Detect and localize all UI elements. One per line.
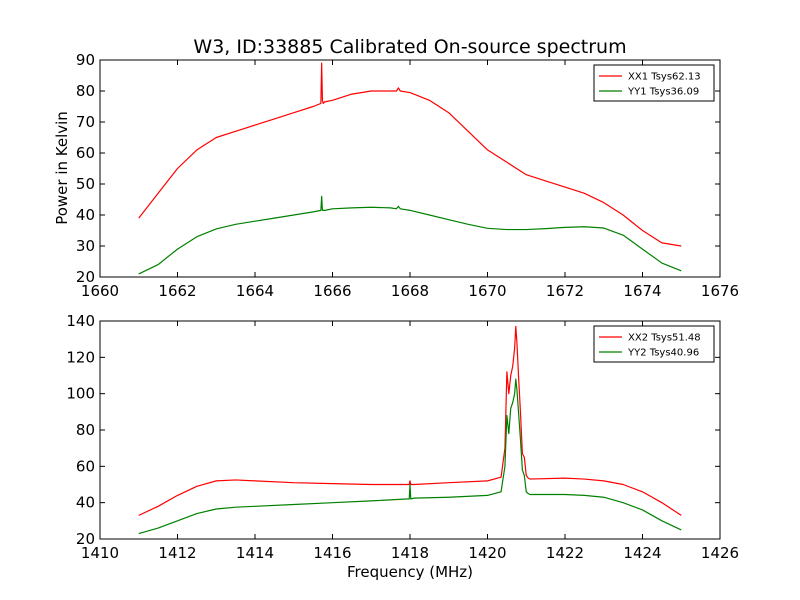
x-tick-label: 1660 — [81, 282, 119, 300]
x-tick-label: 1422 — [546, 544, 584, 562]
x-tick-label: 1664 — [236, 282, 274, 300]
x-tick-label: 1416 — [313, 544, 351, 562]
plot-panel-2: 1410 1412 1414 1416 1418 1420 1422 1424 1426 20 40… — [66, 312, 739, 562]
y-axis-label: Power in Kelvin — [53, 111, 71, 225]
y-tick-label: 120 — [66, 348, 95, 366]
chart-title: W3, ID:33885 Calibrated On-source spectr… — [193, 36, 626, 58]
y-tick-label: 20 — [76, 268, 95, 286]
legend-box — [593, 325, 715, 363]
legend: XX2 Tsys51.48 YY2 Tsys40.96 — [593, 325, 715, 363]
y-tick-label: 20 — [76, 530, 95, 548]
y-tick-label: 60 — [76, 144, 95, 162]
x-tick-label: 1414 — [236, 544, 274, 562]
x-tick-label: 1674 — [623, 282, 661, 300]
plot-panel-1: 1660 1662 1664 1666 1668 1670 1672 1674 1676 20 30… — [76, 51, 739, 300]
legend-entry: YY2 Tsys40.96 — [627, 348, 699, 359]
legend-entry: YY1 Tsys36.09 — [627, 87, 699, 98]
legend-box — [593, 64, 715, 102]
legend-entry: XX2 Tsys51.48 — [628, 333, 701, 344]
x-tick-label: 1668 — [391, 282, 429, 300]
x-tick-label: 1426 — [701, 544, 739, 562]
y-tick-label: 100 — [66, 385, 95, 403]
x-tick-label: 1670 — [468, 282, 506, 300]
legend: XX1 Tsys62.13 YY1 Tsys36.09 — [593, 64, 715, 102]
y-tick-label: 140 — [66, 312, 95, 330]
y-tick-label: 40 — [76, 206, 95, 224]
legend-entry: XX1 Tsys62.13 — [628, 72, 701, 83]
y-tick-label: 80 — [76, 421, 95, 439]
x-tick-label: 1410 — [81, 544, 119, 562]
y-tick-label: 50 — [76, 175, 95, 193]
x-tick-label: 1424 — [623, 544, 661, 562]
series-line-yy1 — [138, 195, 682, 275]
x-tick-label: 1420 — [468, 544, 506, 562]
series-line-xx2 — [138, 325, 682, 516]
series-line-yy2 — [138, 378, 682, 535]
y-tick-label: 70 — [76, 113, 95, 131]
y-tick-label: 90 — [76, 51, 95, 69]
x-tick-label: 1676 — [701, 282, 739, 300]
y-tick-label: 30 — [76, 237, 95, 255]
x-axis-label: Frequency (MHz) — [347, 563, 473, 581]
x-tick-label: 1662 — [158, 282, 196, 300]
series-line-xx1 — [138, 62, 682, 247]
y-tick-label: 60 — [76, 457, 95, 475]
y-tick-label: 80 — [76, 82, 95, 100]
x-tick-label: 1412 — [158, 544, 196, 562]
y-tick-label: 40 — [76, 494, 95, 512]
x-tick-label: 1418 — [391, 544, 429, 562]
x-tick-label: 1666 — [313, 282, 351, 300]
x-tick-label: 1672 — [546, 282, 584, 300]
